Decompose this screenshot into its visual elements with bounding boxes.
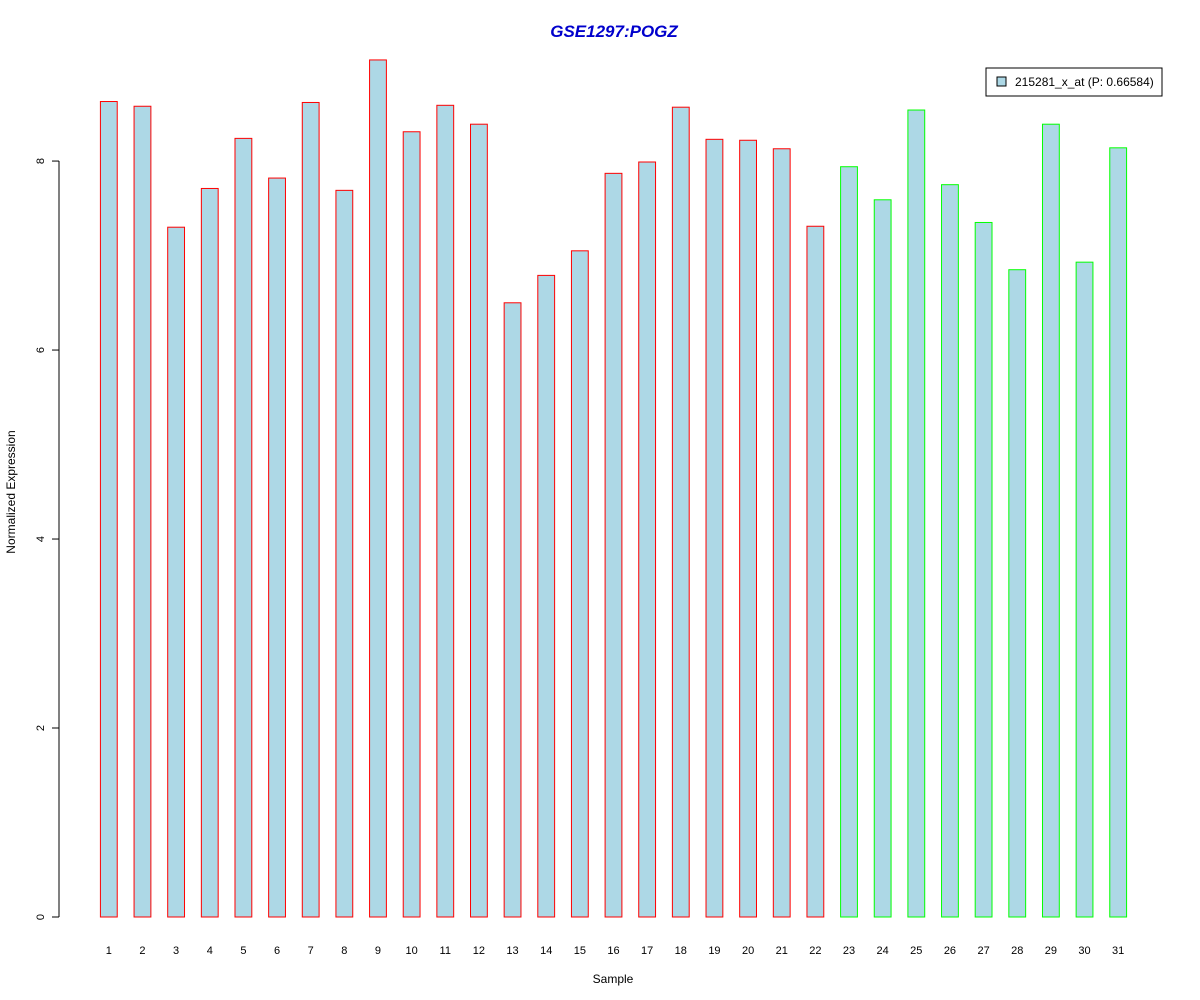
bar-sample-2 (133, 105, 152, 918)
bar-sample-22 (806, 225, 825, 918)
bar-sample-11 (436, 104, 455, 918)
bar-sample-4 (200, 187, 219, 918)
bar-sample-30 (1075, 261, 1094, 918)
x-tick-label: 1 (106, 945, 112, 957)
bar-sample-29 (1041, 123, 1060, 918)
x-tick-label: 26 (944, 945, 956, 957)
bar-sample-9 (369, 59, 387, 918)
bar-sample-21 (772, 148, 791, 918)
bar-sample-5 (234, 137, 253, 918)
bar-sample-24 (873, 199, 892, 918)
legend: 215281_x_at (P: 0.66584) (985, 67, 1163, 97)
bar-sample-15 (570, 250, 589, 918)
bar-sample-25 (907, 109, 926, 918)
x-tick-label: 25 (910, 945, 922, 957)
bar-sample-23 (840, 166, 858, 918)
x-tick-label: 28 (1011, 945, 1023, 957)
bars-layer (99, 59, 1128, 918)
x-tick-label: 18 (675, 945, 687, 957)
legend-box (985, 67, 1163, 97)
x-tick-label: 5 (240, 945, 246, 957)
x-axis-label: Sample (593, 972, 634, 986)
x-tick-label: 24 (877, 945, 889, 957)
chart-title: GSE1297:POGZ (550, 22, 678, 41)
bar-sample-31 (1109, 147, 1128, 918)
legend-entry: 215281_x_at (P: 0.66584) (1015, 75, 1154, 89)
y-tick-label: 8 (35, 158, 47, 164)
bar-sample-12 (470, 123, 488, 918)
x-tick-label: 31 (1112, 945, 1124, 957)
x-tick-label: 20 (742, 945, 754, 957)
bar-sample-10 (402, 131, 421, 918)
x-tick-label: 17 (641, 945, 653, 957)
x-tick-label: 23 (843, 945, 855, 957)
x-tick-label: 27 (977, 945, 989, 957)
x-tick-label: 12 (473, 945, 485, 957)
x-tick-label: 2 (139, 945, 145, 957)
bar-sample-20 (739, 139, 757, 918)
x-tick-label: 6 (274, 945, 280, 957)
bar-sample-3 (167, 226, 186, 918)
bar-sample-13 (503, 302, 522, 918)
y-tick-label: 2 (35, 725, 47, 731)
x-tick-label: 14 (540, 945, 552, 957)
y-tick-label: 0 (35, 914, 47, 920)
bar-sample-28 (1008, 269, 1027, 918)
bar-sample-7 (301, 101, 320, 918)
legend-swatch (996, 76, 1007, 87)
x-tick-label: 13 (506, 945, 518, 957)
bar-sample-27 (974, 221, 993, 918)
bar-sample-17 (638, 161, 657, 918)
x-tick-label: 29 (1045, 945, 1057, 957)
x-tick-label: 19 (708, 945, 720, 957)
y-tick-label: 6 (35, 347, 47, 353)
y-axis-label: Normalized Expression (4, 430, 18, 553)
y-tick-label: 4 (35, 536, 47, 542)
bar-sample-6 (268, 177, 286, 918)
bar-sample-19 (705, 138, 724, 918)
x-tick-label: 21 (776, 945, 788, 957)
x-tick-label: 3 (173, 945, 179, 957)
bar-sample-1 (99, 101, 118, 918)
x-axis-tick-labels: 1 2 3 4 5 6 7 8 9 10 11 12 13 14 15 16 17 18 19 20 21 22 23 24 2… (106, 945, 1125, 957)
y-axis: 0 2 4 6 8 (35, 158, 60, 920)
x-tick-label: 10 (406, 945, 418, 957)
x-tick-label: 16 (607, 945, 619, 957)
x-tick-label: 22 (809, 945, 821, 957)
bar-sample-26 (941, 184, 959, 918)
x-tick-label: 4 (207, 945, 213, 957)
x-tick-label: 11 (440, 945, 451, 957)
bar-sample-18 (671, 106, 690, 918)
bar-sample-14 (537, 274, 556, 918)
x-tick-label: 8 (341, 945, 347, 957)
x-tick-label: 7 (308, 945, 314, 957)
x-tick-label: 30 (1078, 945, 1090, 957)
x-tick-label: 15 (574, 945, 586, 957)
bar-sample-16 (604, 172, 623, 918)
x-tick-label: 9 (375, 945, 381, 957)
bar-sample-8 (335, 189, 354, 918)
